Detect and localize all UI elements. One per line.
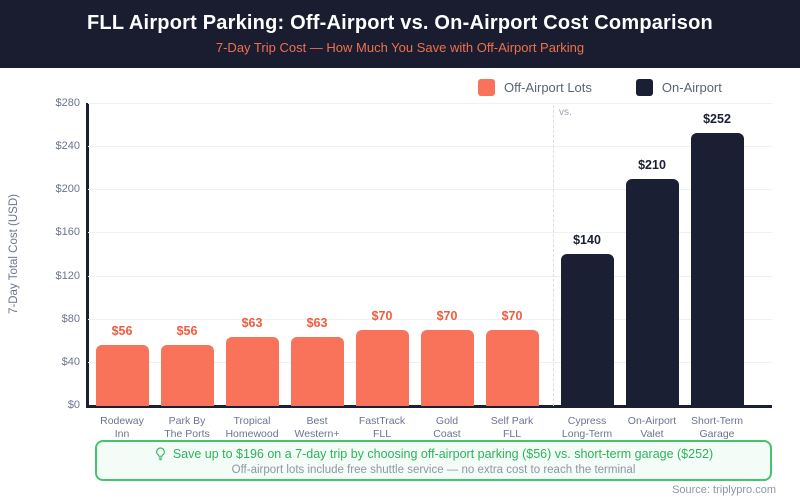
- bar-value-label: $70: [436, 308, 458, 323]
- x-tick-label: Park By The Ports: [164, 415, 210, 440]
- bar-park-by-the-ports[interactable]: [160, 344, 214, 406]
- x-tick-label: Best Western+: [294, 415, 340, 440]
- legend-label: Off-Airport Lots: [504, 80, 592, 95]
- chart-title: FLL Airport Parking: Off-Airport vs. On-…: [87, 12, 713, 34]
- bar-value-label: $63: [306, 316, 328, 331]
- bar-cypress-long-term[interactable]: [560, 254, 614, 406]
- bar-tropical-homewood[interactable]: [225, 337, 279, 406]
- gridline: [88, 103, 772, 104]
- y-tick-label: $240: [55, 140, 80, 153]
- legend-swatch: [478, 79, 495, 96]
- shuttle-note: Off-airport lots include free shuttle se…: [231, 464, 636, 476]
- x-tick-label: Short-Term Garage: [691, 415, 743, 440]
- legend-item-on-airport[interactable]: On-Airport: [635, 79, 722, 96]
- y-tick-label: $40: [61, 355, 80, 368]
- legend-label: On-Airport: [661, 80, 722, 95]
- bar-value-label: $70: [371, 308, 393, 323]
- bar-value-label: $210: [638, 157, 666, 172]
- bar-fasttrack-fll[interactable]: [355, 329, 409, 406]
- gridline: [88, 276, 772, 277]
- bar-value-label: $70: [501, 308, 523, 323]
- bar-value-label: $63: [241, 316, 263, 331]
- y-tick-label: $120: [55, 269, 80, 282]
- bar-value-label: $56: [111, 323, 133, 338]
- gridline: [88, 232, 772, 233]
- x-tick-label: Gold Coast: [433, 415, 461, 440]
- group-divider-line: [553, 105, 554, 406]
- header: FLL Airport Parking: Off-Airport vs. On-…: [0, 0, 800, 68]
- x-tick-label: Self Park FLL: [490, 415, 534, 440]
- y-tick-label: $200: [55, 183, 80, 196]
- y-axis-line: [86, 103, 89, 408]
- x-tick-label: Rodeway Inn: [100, 415, 144, 440]
- bar-on-airport-valet[interactable]: [625, 178, 679, 406]
- bar-gold-coast[interactable]: [420, 329, 474, 406]
- source-credit: Source: triplypro.com: [672, 484, 776, 496]
- legend: Off-Airport Lots On-Airport: [478, 79, 722, 96]
- bar-value-label: $56: [176, 323, 198, 338]
- bar-best-western+[interactable]: [290, 337, 344, 406]
- legend-item-off-airport[interactable]: Off-Airport Lots: [478, 79, 592, 96]
- legend-swatch: [635, 79, 653, 96]
- y-tick-label: $0: [67, 399, 80, 411]
- y-tick-label: $280: [55, 97, 80, 109]
- y-tick-label: $160: [55, 226, 80, 239]
- bar-rodeway-inn[interactable]: [95, 344, 149, 406]
- gridline: [88, 189, 772, 190]
- bar-value-label: $252: [703, 112, 731, 127]
- x-tick-label: FastTrack FLL: [358, 415, 406, 440]
- gridline: [88, 146, 772, 147]
- gridline: [88, 319, 772, 320]
- lightbulb-icon: [154, 447, 167, 461]
- y-tick-label: $80: [61, 312, 80, 325]
- savings-headline: Save up to $196 on a 7-day trip by choos…: [172, 447, 714, 461]
- y-axis-title: 7-Day Total Cost (USD): [8, 194, 20, 314]
- x-tick-label: Cypress Long-Term: [561, 415, 613, 440]
- bar-value-label: $140: [573, 233, 601, 247]
- bar-short-term-garage[interactable]: [690, 133, 744, 406]
- savings-headline-row: Save up to $196 on a 7-day trip by choos…: [97, 446, 770, 462]
- vs-label: vs.: [559, 107, 572, 118]
- savings-callout: Save up to $196 on a 7-day trip by choos…: [95, 440, 772, 481]
- bar-self-park-fll[interactable]: [485, 329, 539, 406]
- x-tick-label: Tropical Homewood: [225, 415, 279, 440]
- x-tick-label: On-Airport Valet: [627, 415, 677, 440]
- chart-subtitle: 7-Day Trip Cost — How Much You Save with…: [215, 40, 585, 55]
- x-axis-line: [86, 405, 772, 408]
